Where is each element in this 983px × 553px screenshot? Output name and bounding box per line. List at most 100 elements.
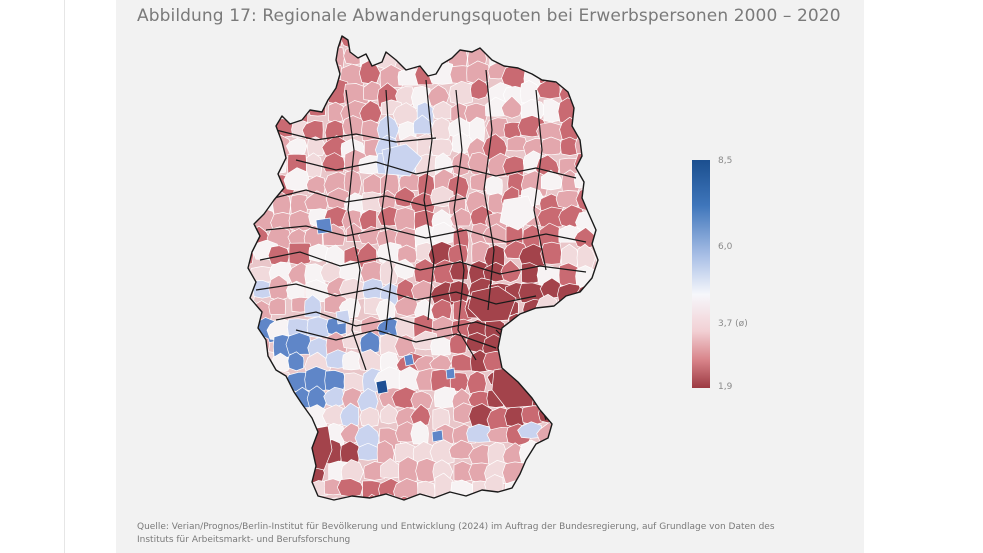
district-cell — [451, 36, 473, 45]
district-cell — [248, 390, 257, 414]
district-cell-light-blue — [381, 143, 423, 177]
district-cell — [615, 172, 616, 194]
district-cell — [558, 370, 579, 391]
district-cell — [395, 47, 423, 64]
district-cell — [248, 169, 256, 192]
district-cell — [574, 385, 593, 410]
district-cell — [542, 36, 566, 54]
district-cell — [268, 476, 290, 500]
district-cell — [609, 373, 616, 391]
district-cell — [523, 347, 545, 371]
legend-mid-label: 6,0 — [718, 242, 733, 252]
district-cell — [288, 36, 311, 49]
district-cell — [248, 60, 257, 83]
district-cell — [594, 171, 598, 197]
district-cell — [538, 404, 565, 424]
district-cell — [287, 404, 308, 427]
district-cell — [269, 389, 288, 409]
district-cell — [597, 36, 598, 47]
state-border-line — [381, 89, 393, 331]
district-cell — [306, 64, 326, 82]
district-cell — [250, 137, 274, 158]
district-cell — [430, 336, 454, 356]
district-cell — [540, 241, 563, 265]
district-cell — [541, 352, 563, 375]
district-cell — [595, 350, 598, 378]
district-cell — [560, 386, 581, 412]
district-cell — [248, 203, 258, 226]
legend-color-scale — [692, 160, 710, 388]
district-cell — [448, 243, 469, 264]
district-cell — [557, 62, 582, 84]
district-cell — [306, 175, 326, 195]
district-cell — [612, 205, 616, 223]
district-cell — [501, 95, 523, 119]
district-cell — [506, 330, 532, 354]
district-cell — [394, 207, 416, 231]
district-cell — [595, 298, 598, 322]
district-cell-dark-blue — [375, 379, 389, 395]
district-cell — [614, 187, 616, 207]
district-cell — [304, 36, 326, 50]
district-cell — [613, 300, 616, 322]
district-cell — [596, 388, 598, 409]
district-cell — [573, 98, 598, 122]
district-cell — [248, 36, 254, 48]
district-cell — [596, 331, 598, 351]
district-cell — [521, 262, 539, 285]
district-cell — [248, 369, 257, 387]
district-cell — [252, 370, 278, 393]
district-cell — [343, 169, 362, 197]
district-cell — [248, 260, 251, 289]
district-cell — [612, 354, 616, 373]
district-cell — [592, 476, 598, 500]
district-cell — [520, 496, 539, 500]
district-cell — [414, 45, 437, 67]
district-cell — [430, 117, 452, 141]
district-cell — [578, 48, 598, 72]
state-border-line — [275, 129, 437, 143]
district-cell — [590, 367, 598, 391]
district-cell — [572, 495, 598, 500]
district-cell — [596, 461, 598, 486]
district-cell — [283, 167, 310, 191]
district-cell — [284, 427, 313, 445]
district-cell — [393, 36, 422, 52]
district-cell — [340, 440, 361, 465]
district-cell — [470, 78, 490, 100]
district-cell — [251, 403, 275, 424]
district-cell — [267, 86, 297, 105]
district-cell — [248, 191, 261, 216]
district-cell — [285, 138, 308, 156]
district-cell — [271, 460, 296, 481]
district-cell — [559, 478, 585, 500]
state-border-line — [295, 329, 497, 349]
district-cell — [323, 386, 345, 408]
state-border-line — [533, 89, 547, 271]
district-cell — [610, 392, 616, 414]
district-cell — [555, 421, 581, 442]
district-cell — [541, 317, 567, 342]
district-cell — [612, 83, 617, 106]
district-cell — [466, 423, 492, 443]
district-cell — [593, 280, 598, 303]
district-cell — [613, 153, 617, 170]
district-cell — [611, 43, 616, 63]
germany-districts-map — [247, 30, 617, 501]
figure-title: Abbildung 17: Regionale Abwanderungsquot… — [137, 6, 841, 26]
district-cell — [413, 114, 434, 135]
district-cell — [250, 117, 275, 137]
district-cell — [306, 46, 331, 69]
district-cell — [541, 497, 561, 500]
district-cell — [398, 456, 418, 483]
district-cell — [571, 407, 598, 431]
district-cell — [558, 408, 578, 430]
district-cell — [248, 82, 256, 104]
state-border-line — [423, 79, 435, 321]
district-cell — [339, 402, 360, 428]
district-cell — [591, 44, 598, 69]
district-cell — [524, 317, 544, 333]
district-cell — [590, 422, 598, 445]
district-cell — [593, 261, 598, 287]
district-cell — [613, 30, 617, 51]
